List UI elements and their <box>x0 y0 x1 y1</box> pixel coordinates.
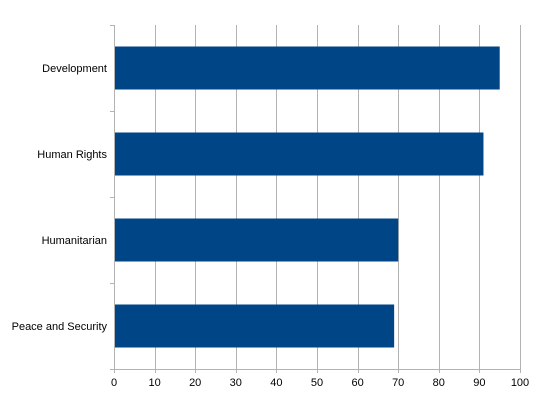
x-tick-label: 70 <box>392 377 404 389</box>
bars <box>114 46 500 348</box>
labels: 0 10 20 30 40 50 60 70 80 90 100 Development Human R… <box>12 63 530 389</box>
bar-development <box>114 46 500 90</box>
bar-human-rights <box>114 132 484 176</box>
x-tick-label: 60 <box>351 377 363 389</box>
x-tick-label: 40 <box>270 377 282 389</box>
x-tick-label: 100 <box>511 377 529 389</box>
x-tick-label: 50 <box>311 377 323 389</box>
x-tick-label: 80 <box>433 377 445 389</box>
x-tick-label: 30 <box>230 377 242 389</box>
y-category-label: Peace and Security <box>12 321 108 333</box>
axes <box>110 25 521 373</box>
y-category-label: Humanitarian <box>42 235 107 247</box>
x-tick-label: 20 <box>189 377 201 389</box>
bar-peace-and-security <box>114 304 395 348</box>
bar-humanitarian <box>114 218 399 262</box>
y-category-label: Development <box>42 63 107 75</box>
y-category-label: Human Rights <box>37 149 107 161</box>
x-tick-label: 10 <box>148 377 160 389</box>
x-tick-label: 90 <box>473 377 485 389</box>
x-tick-label: 0 <box>111 377 117 389</box>
